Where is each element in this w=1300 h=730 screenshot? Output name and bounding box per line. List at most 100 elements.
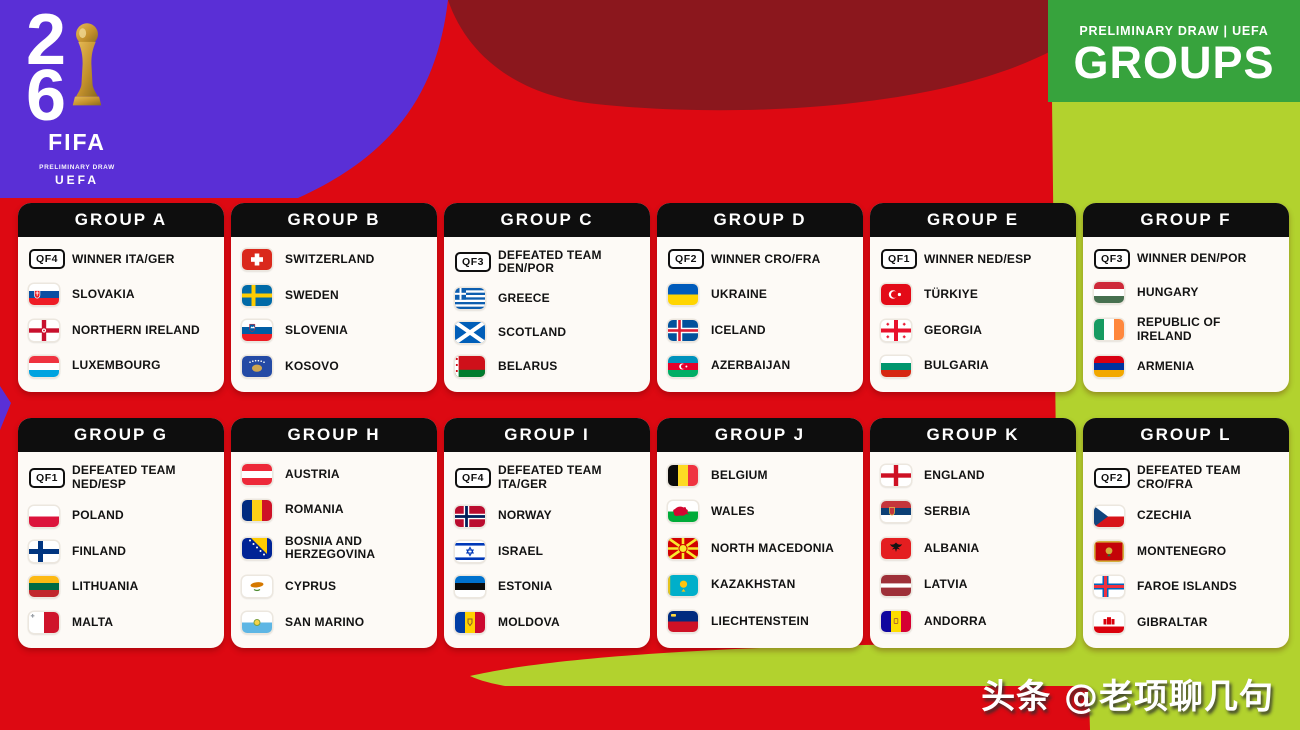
groups-banner: PRELIMINARY DRAW | UEFA GROUPS: [1048, 0, 1300, 102]
team-label: MALTA: [72, 614, 114, 629]
team-label: BOSNIA AND HERZEGOVINA: [285, 534, 376, 562]
group-teams: QF2 WINNER CRO/FRA UKRAINE ICELAND AZERBAIJA…: [657, 237, 863, 392]
flag-slot: [242, 464, 278, 486]
qf-badge: QF3: [455, 251, 491, 272]
team-label: KAZAKHSTAN: [711, 577, 796, 592]
qf-badge: QF2: [668, 249, 704, 270]
team-row: GIBRALTAR: [1094, 611, 1278, 633]
team-label: LIECHTENSTEIN: [711, 613, 809, 628]
team-label: SAN MARINO: [285, 614, 365, 629]
logo-digit-2: 2: [26, 0, 67, 80]
team-row: BULGARIA: [881, 355, 1065, 377]
flag-greece-icon: [455, 288, 485, 310]
team-label: ESTONIA: [498, 579, 553, 594]
flag-finland-icon: [29, 540, 59, 562]
team-label: SWITZERLAND: [285, 252, 375, 267]
flag-slot: [455, 505, 491, 527]
flag-slot: [242, 611, 278, 633]
team-row: HUNGARY: [1094, 281, 1278, 303]
logo-digits: 2 6: [22, 0, 132, 136]
group-title: GROUP L: [1083, 418, 1289, 452]
flag-slot: [242, 576, 278, 598]
group-card-d: GROUP D QF2 WINNER CRO/FRA UKRAINE ICELAND AZ…: [657, 203, 863, 392]
fifa-26-logo: 2 6 FIFA PRELIMINARY DRAW UEFA: [22, 0, 132, 187]
flag-slot: [881, 501, 917, 523]
team-label: DEFEATED TEAM ITA/GER: [498, 463, 602, 491]
team-label: TÜRKIYE: [924, 286, 979, 301]
flag-slot: [29, 355, 65, 377]
logo-subtitle: PRELIMINARY DRAW: [39, 164, 115, 171]
group-card-j: GROUP J BELGIUM WALES NORTH MACEDONIA KAZAKH…: [657, 418, 863, 648]
team-label: WINNER CRO/FRA: [711, 251, 821, 266]
group-title: GROUP F: [1083, 203, 1289, 237]
flag-slot: [29, 576, 65, 598]
team-row: SWITZERLAND: [242, 249, 426, 271]
team-label: GREECE: [498, 291, 550, 306]
flag-slot: [881, 464, 917, 486]
group-card-i: GROUP I QF4 DEFEATED TEAM ITA/GER NORWAY ISR…: [444, 418, 650, 648]
group-title: GROUP G: [18, 418, 224, 452]
flag-slot: [1094, 319, 1130, 341]
banner-kicker: PRELIMINARY DRAW | UEFA: [1079, 24, 1269, 38]
flag-slot: [29, 505, 65, 527]
group-teams: AUSTRIA ROMANIA BOSNIA AND HERZEGOVINA CYPR…: [231, 452, 437, 648]
team-label: CYPRUS: [285, 579, 337, 594]
background-green-panel: [1048, 0, 1300, 102]
team-row: WALES: [668, 501, 852, 523]
team-row: REPUBLIC OF IRELAND: [1094, 316, 1278, 343]
flag-slot: [1094, 356, 1130, 378]
qualifier-badge-slot: QF1: [29, 467, 65, 488]
flag-hungary-icon: [1094, 281, 1124, 303]
team-row: FAROE ISLANDS: [1094, 576, 1278, 598]
group-card-k: GROUP K ENGLAND SERBIA ALBANIA LATVIA ANDORRA: [870, 418, 1076, 648]
team-row: BOSNIA AND HERZEGOVINA: [242, 534, 426, 562]
group-title: GROUP C: [444, 203, 650, 237]
banner-title: GROUPS: [1073, 37, 1275, 88]
flag-turkiye-icon: [881, 284, 911, 306]
qf-badge: QF1: [29, 467, 65, 488]
team-row: NORTHERN IRELAND: [29, 319, 213, 341]
qualifier-badge-slot: QF2: [668, 249, 704, 270]
team-label: SERBIA: [924, 504, 971, 519]
group-teams: QF1 WINNER NED/ESP TÜRKIYE GEORGIA BULGARIA: [870, 237, 1076, 392]
team-row: QF1 WINNER NED/ESP: [881, 249, 1065, 270]
team-label: LITHUANIA: [72, 579, 139, 594]
group-card-a: GROUP A QF4 WINNER ITA/GER SLOVAKIA NORTHERN…: [18, 203, 224, 392]
flag-slot: [455, 540, 491, 562]
flag-northern-ireland-icon: [29, 319, 59, 341]
background-red-bottom-strip: [0, 686, 1088, 730]
flag-kosovo-icon: [242, 355, 272, 377]
qf-badge: QF2: [1094, 467, 1130, 488]
group-title: GROUP I: [444, 418, 650, 452]
team-row: QF3 WINNER DEN/POR: [1094, 248, 1278, 269]
team-row: UKRAINE: [668, 284, 852, 306]
team-row: NORWAY: [455, 505, 639, 527]
flag-slot: [242, 499, 278, 521]
flag-slot: [668, 355, 704, 377]
flag-slot: [668, 501, 704, 523]
group-card-e: GROUP E QF1 WINNER NED/ESP TÜRKIYE GEORGIA BU…: [870, 203, 1076, 392]
team-row: SCOTLAND: [455, 322, 639, 344]
team-row: MALTA: [29, 611, 213, 633]
flag-england-icon: [881, 464, 911, 486]
flag-iceland-icon: [668, 319, 698, 341]
flag-slovakia-icon: [29, 284, 59, 306]
world-cup-trophy-icon: [68, 20, 106, 116]
flag-kazakhstan-icon: [668, 574, 698, 596]
flag-slot: [668, 611, 704, 633]
group-teams: SWITZERLAND SWEDEN SLOVENIA KOSOVO: [231, 237, 437, 392]
flag-czechia-icon: [1094, 505, 1124, 527]
team-row: SLOVAKIA: [29, 284, 213, 306]
team-label: AZERBAIJAN: [711, 358, 791, 373]
team-label: ENGLAND: [924, 467, 985, 482]
team-row: FINLAND: [29, 540, 213, 562]
group-teams: QF3 DEFEATED TEAM DEN/POR GREECE SCOTLAND BE…: [444, 237, 650, 392]
flag-slot: [881, 611, 917, 633]
logo-digit-6: 6: [26, 56, 67, 136]
flag-slovenia-icon: [242, 320, 272, 342]
flag-ukraine-icon: [668, 284, 698, 306]
flag-malta-icon: [29, 611, 59, 633]
team-label: LUXEMBOURG: [72, 358, 161, 373]
qf-badge: QF3: [1094, 248, 1130, 269]
flag-slot: [242, 320, 278, 342]
